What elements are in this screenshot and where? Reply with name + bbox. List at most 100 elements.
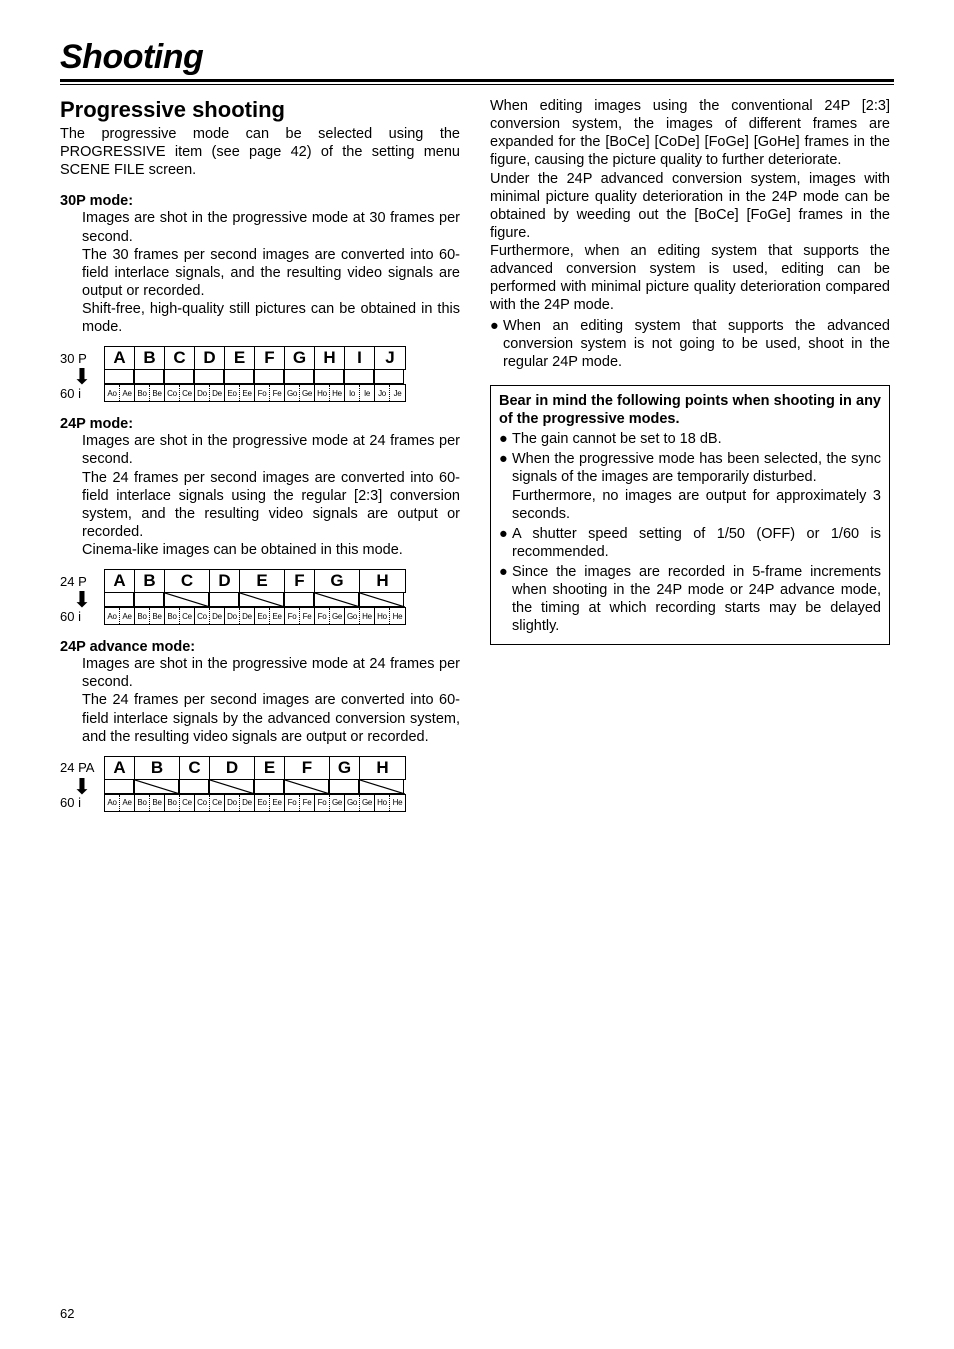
field-cell: De: [240, 608, 255, 624]
frame-cell: G: [330, 757, 360, 779]
field-cell: Je: [390, 385, 405, 401]
field-cell: Bo: [135, 795, 150, 811]
slant-line-icon: [315, 593, 360, 607]
diagram-30p: 30 PABCDEFGHIJ⬇60 iAoAeBoBeCoCeDoDeEoEeF…: [60, 346, 460, 402]
frame-gap: [359, 593, 404, 607]
diag-label-bot: 60 i: [60, 609, 104, 624]
frame-gap: [359, 780, 404, 794]
frame-cell: E: [225, 347, 255, 369]
field-cell: Ho: [375, 608, 390, 624]
field-cell: Do: [195, 385, 210, 401]
slant-line-icon: [210, 780, 255, 794]
frame-cell: C: [165, 347, 195, 369]
field-cell: Eo: [255, 608, 270, 624]
frame-cell: F: [285, 757, 330, 779]
field-cell: Jo: [375, 385, 390, 401]
field-cell: Do: [225, 795, 240, 811]
bullet-dot-icon: ●: [490, 317, 503, 371]
frame-cell: E: [240, 570, 285, 592]
left-column: Progressive shooting The progressive mod…: [60, 97, 460, 820]
frame-cell: G: [285, 347, 315, 369]
right-p2: Under the 24P advanced conversion system…: [490, 170, 890, 243]
frame-cell: A: [105, 347, 135, 369]
box-b2b: Furthermore, no images are output for ap…: [512, 487, 881, 523]
frame-gap: [314, 593, 359, 607]
right-p1: When editing images using the convention…: [490, 97, 890, 170]
frame-cell: J: [375, 347, 405, 369]
frame-gap: [254, 780, 284, 794]
p24-p2: The 24 frames per second images are conv…: [82, 469, 460, 542]
right-p3: Furthermore, when an editing system that…: [490, 242, 890, 315]
frame-cell: H: [315, 347, 345, 369]
down-arrow-icon: ⬇: [60, 593, 104, 607]
field-cell: Go: [345, 608, 360, 624]
frame-gap: [254, 370, 284, 384]
frame-gap: [104, 370, 134, 384]
frame-cell: H: [360, 570, 405, 592]
field-cell: Ee: [240, 385, 255, 401]
frame-gap: [164, 593, 209, 607]
slant-line-icon: [165, 593, 210, 607]
field-cell: Ge: [330, 795, 345, 811]
box-bullet-2: ● When the progressive mode has been sel…: [499, 450, 881, 523]
frame-gap: [374, 370, 404, 384]
frame-cell: F: [255, 347, 285, 369]
frame-cell: B: [135, 347, 165, 369]
frame-gap: [104, 780, 134, 794]
frame-cell: B: [135, 757, 180, 779]
field-cell: Fe: [300, 608, 315, 624]
page-number: 62: [60, 1306, 74, 1321]
field-cell: Ae: [120, 385, 135, 401]
field-cell: Be: [150, 795, 165, 811]
frame-cell: A: [105, 757, 135, 779]
field-cell: Ie: [360, 385, 375, 401]
frame-gap: [194, 370, 224, 384]
field-cell: Ae: [120, 795, 135, 811]
diagram-24pa: 24 PAABCDEFGH⬇60 iAoAeBoBeBoCeCoCeDoDeEo…: [60, 756, 460, 812]
field-cell: Ho: [375, 795, 390, 811]
bullet-dot-icon: ●: [499, 563, 512, 636]
frame-gap: [209, 593, 239, 607]
frame-gap: [104, 593, 134, 607]
field-cell: De: [210, 608, 225, 624]
field-cell: Eo: [225, 385, 240, 401]
frame-cell: E: [255, 757, 285, 779]
p30-p2: The 30 frames per second images are conv…: [82, 246, 460, 300]
field-cell: Fe: [270, 385, 285, 401]
title-rule: [60, 79, 894, 85]
diag-label-bot: 60 i: [60, 386, 104, 401]
frame-cell: G: [315, 570, 360, 592]
field-cell: De: [210, 385, 225, 401]
frame-gap: [284, 370, 314, 384]
frame-cell: D: [195, 347, 225, 369]
right-bullet: ● When an editing system that supports t…: [490, 317, 890, 371]
field-cell: Go: [285, 385, 300, 401]
frame-cell: C: [165, 570, 210, 592]
field-cell: Be: [150, 385, 165, 401]
frame-gap: [164, 370, 194, 384]
frame-gap: [284, 593, 314, 607]
field-cell: He: [390, 608, 405, 624]
field-cell: Ge: [300, 385, 315, 401]
field-cell: Do: [225, 608, 240, 624]
frame-gap: [134, 593, 164, 607]
slant-line-icon: [240, 593, 285, 607]
diag-label-bot: 60 i: [60, 795, 104, 810]
bullet-dot-icon: ●: [499, 430, 512, 448]
field-cell: Bo: [165, 608, 180, 624]
right-column: When editing images using the convention…: [490, 97, 890, 820]
box-bullet-4: ● Since the images are recorded in 5-fra…: [499, 563, 881, 636]
field-cell: Ho: [315, 385, 330, 401]
frame-cell: D: [210, 757, 255, 779]
box-heading: Bear in mind the following points when s…: [499, 392, 881, 428]
field-cell: Fo: [315, 795, 330, 811]
frame-cell: A: [105, 570, 135, 592]
frame-gap: [134, 370, 164, 384]
frame-cell: H: [360, 757, 405, 779]
box-bullet-3: ● A shutter speed setting of 1/50 (OFF) …: [499, 525, 881, 561]
field-cell: Fo: [255, 385, 270, 401]
field-cell: Ao: [105, 608, 120, 624]
p24-p1: Images are shot in the progressive mode …: [82, 432, 460, 468]
field-cell: Ge: [360, 795, 375, 811]
down-arrow-icon: ⬇: [60, 780, 104, 794]
